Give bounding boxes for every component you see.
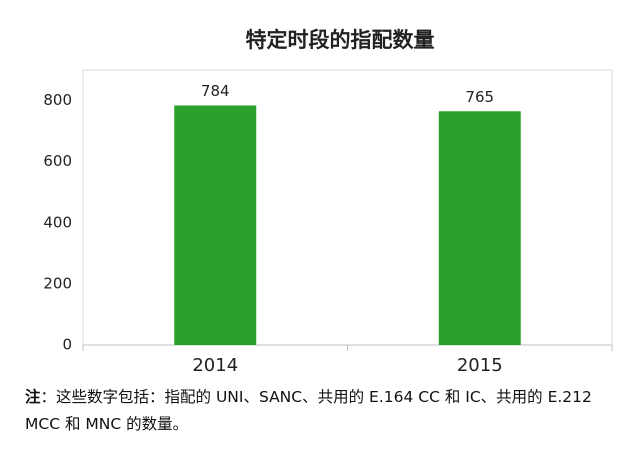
- note-label: 注: [25, 388, 41, 406]
- y-tick-label: 600: [43, 152, 72, 170]
- note: 注：这些数字包括：指配的 UNI、SANC、共用的 E.164 CC 和 IC、…: [25, 384, 620, 438]
- y-tick-label: 800: [43, 91, 72, 109]
- x-tick-label: 2015: [457, 355, 503, 376]
- y-tick-label: 200: [43, 274, 72, 292]
- data-label: 765: [465, 88, 494, 106]
- plot-area: [82, 69, 613, 346]
- bar: [438, 111, 521, 345]
- data-label: 784: [201, 82, 230, 100]
- y-tick-label: 0: [62, 336, 72, 354]
- chart-title: 特定时段的指配数量: [246, 28, 435, 52]
- note-text: ：这些数字包括：指配的 UNI、SANC、共用的 E.164 CC 和 IC、共…: [25, 388, 592, 433]
- chart: 特定时段的指配数量 0 200 400 600 800 2014 784 2015 765: [43, 28, 613, 376]
- bar: [174, 105, 257, 345]
- y-tick-label: 400: [43, 213, 72, 231]
- x-tick-label: 2014: [192, 355, 238, 376]
